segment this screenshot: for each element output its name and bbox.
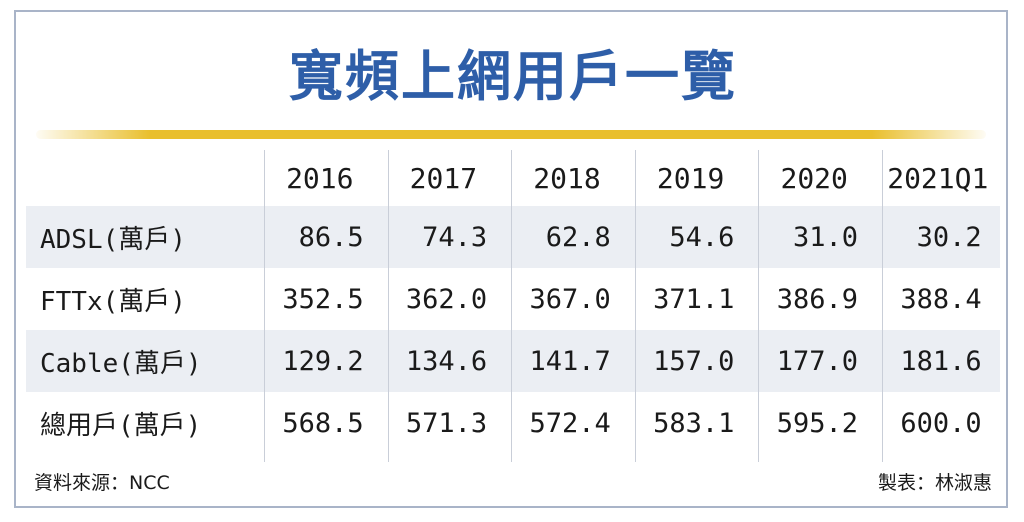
- column-header: 2016: [286, 161, 354, 195]
- title-divider: [36, 130, 986, 139]
- value-cell: 362.0: [405, 283, 488, 315]
- source-note: 資料來源：NCC: [34, 471, 170, 494]
- table-row: ADSL(萬戶) 86.5 74.3 62.8 54.6 31.0 30.2: [26, 206, 1000, 268]
- column-divider: [882, 150, 883, 462]
- row-label: 總用戶(萬戶): [40, 410, 202, 441]
- column-divider: [758, 150, 760, 462]
- value-cell: 572.4: [529, 407, 611, 439]
- value-cell: 386.9: [776, 283, 858, 315]
- value-cell: 571.3: [405, 407, 488, 439]
- value-cell: 583.1: [653, 407, 735, 439]
- value-cell: 388.4: [900, 283, 982, 315]
- value-cell: 129.2: [282, 345, 364, 377]
- table-footer: 資料來源：NCC 製表：林淑惠: [26, 463, 1000, 499]
- value-cell: 74.3: [422, 221, 488, 253]
- value-cell: 177.0: [776, 345, 858, 377]
- value-cell: 595.2: [776, 407, 858, 439]
- table-card: 寬頻上網用戶一覽 2016 2017 2018 2019 2020 2021Q1 ADSL(…: [14, 10, 1008, 508]
- header-row: 2016 2017 2018 2019 2020 2021Q1: [26, 150, 1000, 206]
- row-label: Cable(萬戶): [40, 348, 202, 379]
- value-cell: 30.2: [916, 221, 982, 253]
- value-cell: 600.0: [900, 407, 982, 439]
- value-cell: 62.8: [545, 221, 611, 253]
- data-table: 2016 2017 2018 2019 2020 2021Q1 ADSL(萬戶) 86.5 74…: [26, 150, 1000, 462]
- column-header: 2017: [409, 161, 478, 195]
- table-row: 總用戶(萬戶) 568.5 571.3 572.4 583.1 595.2 600.0: [26, 392, 1000, 454]
- value-cell: 54.6: [669, 221, 735, 253]
- chart-title: 寬頻上網用戶一覽: [289, 45, 737, 108]
- table-row: FTTx(萬戶) 352.5 362.0 367.0 371.1 386.9 388.4: [26, 268, 1000, 330]
- column-divider: [264, 150, 265, 462]
- column-header: 2021Q1: [887, 161, 989, 195]
- column-divider: [511, 150, 513, 462]
- column-divider: [634, 150, 636, 462]
- column-header: 2018: [533, 161, 601, 195]
- column-header: 2020: [780, 161, 848, 195]
- value-cell: 367.0: [529, 283, 611, 315]
- value-cell: 157.0: [653, 345, 735, 377]
- row-label: FTTx(萬戶): [40, 286, 186, 317]
- column-header: 2019: [656, 161, 725, 195]
- value-cell: 181.6: [900, 345, 982, 377]
- value-cell: 141.7: [529, 345, 611, 377]
- credit-note: 製表：林淑惠: [877, 471, 992, 494]
- value-cell: 371.1: [653, 283, 735, 315]
- value-cell: 568.5: [282, 407, 364, 439]
- row-label: ADSL(萬戶): [40, 224, 186, 255]
- table-row: Cable(萬戶) 129.2 134.6 141.7 157.0 177.0 181.6: [26, 330, 1000, 392]
- value-cell: 31.0: [792, 221, 858, 253]
- value-cell: 134.6: [405, 345, 488, 377]
- value-cell: 352.5: [282, 283, 364, 315]
- column-divider: [387, 150, 389, 462]
- value-cell: 86.5: [298, 221, 364, 253]
